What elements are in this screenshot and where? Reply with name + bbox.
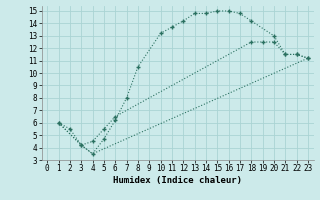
X-axis label: Humidex (Indice chaleur): Humidex (Indice chaleur) xyxy=(113,176,242,185)
